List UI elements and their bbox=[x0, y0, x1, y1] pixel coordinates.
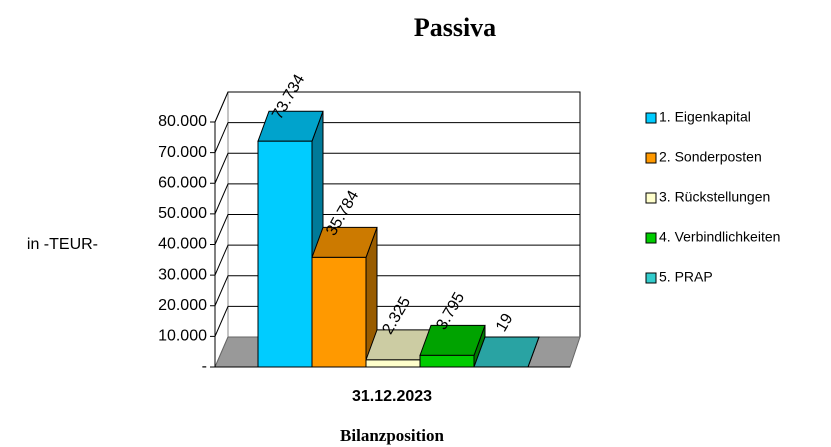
bar-top bbox=[257, 110, 324, 142]
grid-line bbox=[214, 275, 580, 306]
y-tick-label: 40.000 bbox=[158, 236, 207, 253]
legend-label: 3. Rückstellungen bbox=[659, 189, 770, 205]
y-axis-label: in -TEUR- bbox=[27, 236, 98, 253]
legend-label: 5. PRAP bbox=[659, 269, 713, 285]
y-tick-label: 60.000 bbox=[158, 174, 207, 191]
bar bbox=[365, 359, 421, 368]
grid-line bbox=[214, 214, 580, 245]
y-tick-label: 80.000 bbox=[158, 113, 207, 130]
chart-title: Passiva bbox=[414, 13, 496, 42]
grid-line bbox=[214, 305, 580, 337]
value-label: 19 bbox=[493, 311, 517, 335]
grid-line bbox=[214, 183, 580, 215]
x-tick-label: 31.12.2023 bbox=[352, 388, 432, 405]
legend-swatch bbox=[645, 112, 657, 124]
y-tick-label: - bbox=[202, 358, 207, 375]
grid-line bbox=[214, 122, 580, 153]
legend-swatch bbox=[645, 192, 657, 204]
legend-label: 4. Verbindlichkeiten bbox=[659, 229, 780, 245]
y-tick-label: 50.000 bbox=[158, 205, 207, 222]
grid-line bbox=[214, 91, 580, 123]
legend-label: 1. Eigenkapital bbox=[659, 109, 751, 125]
y-tick-label: 10.000 bbox=[158, 328, 207, 345]
y-tick-label: 30.000 bbox=[158, 266, 207, 283]
legend-label: 2. Sonderposten bbox=[659, 149, 762, 165]
bar bbox=[257, 140, 313, 368]
bar-top bbox=[419, 324, 486, 356]
x-axis-label: Bilanzposition bbox=[340, 426, 444, 445]
y-tick-label: 20.000 bbox=[158, 297, 207, 314]
grid-line bbox=[214, 152, 580, 184]
y-tick-label: 70.000 bbox=[158, 144, 207, 161]
bar-top bbox=[473, 336, 540, 368]
bar bbox=[311, 256, 367, 368]
bar-top bbox=[311, 226, 378, 258]
grid-line bbox=[214, 244, 580, 276]
legend-swatch bbox=[645, 152, 657, 164]
bar bbox=[419, 354, 475, 368]
legend-swatch bbox=[645, 232, 657, 244]
legend-swatch bbox=[645, 272, 657, 284]
